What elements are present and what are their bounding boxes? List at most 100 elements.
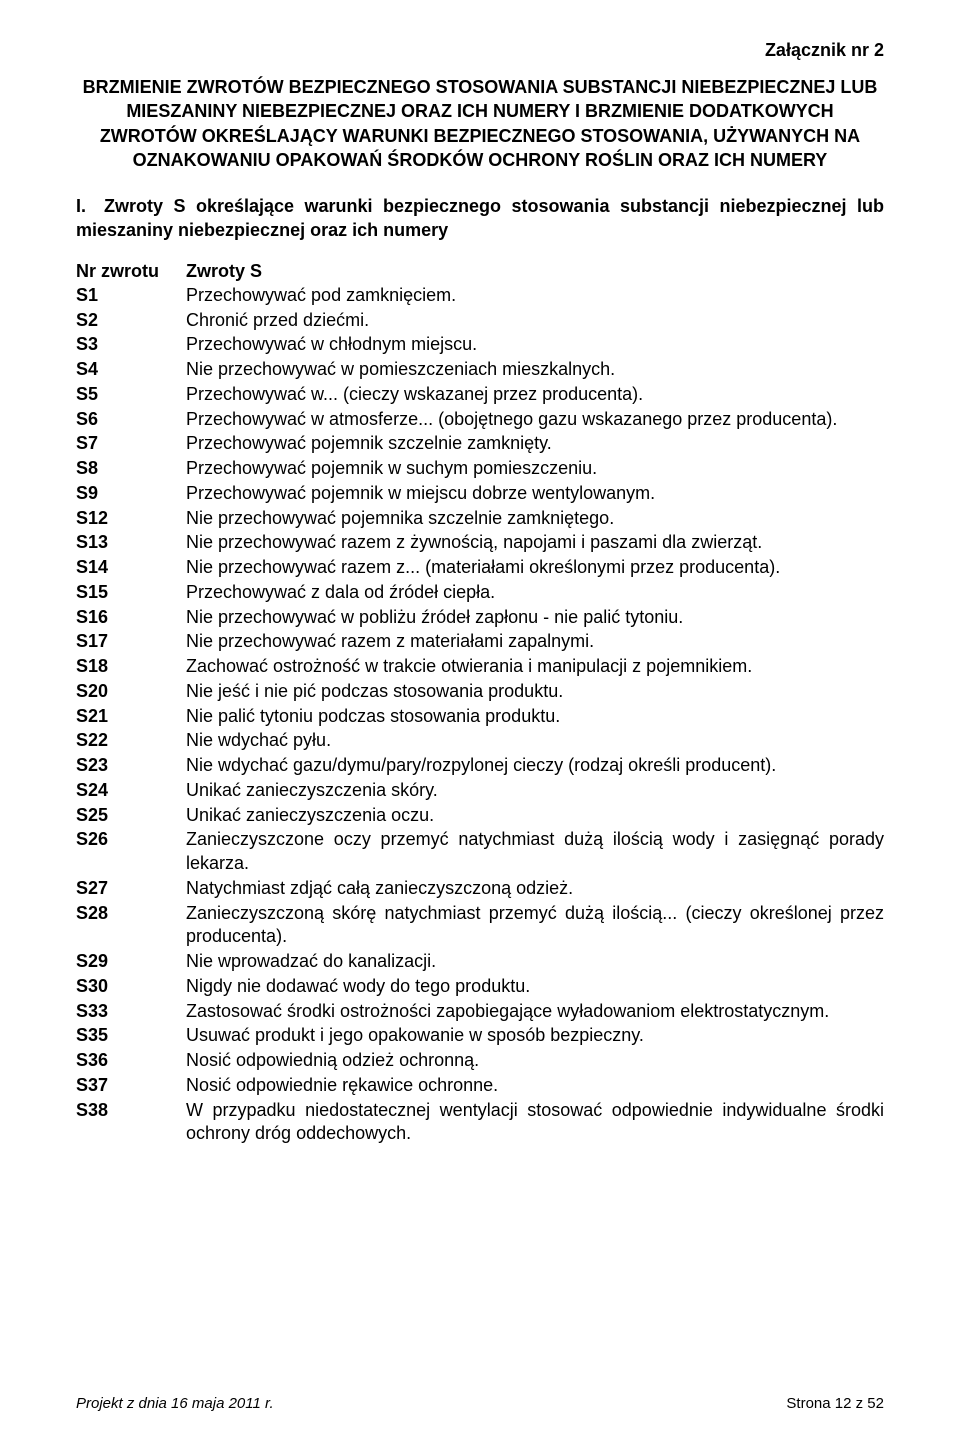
phrase-row: S2Chronić przed dziećmi. <box>76 309 884 333</box>
phrase-code: S6 <box>76 408 186 432</box>
phrase-description: Usuwać produkt i jego opakowanie w sposó… <box>186 1024 884 1048</box>
phrase-code: S5 <box>76 383 186 407</box>
phrase-code: S2 <box>76 309 186 333</box>
phrase-code: S3 <box>76 333 186 357</box>
phrase-code: S23 <box>76 754 186 778</box>
phrase-code: S4 <box>76 358 186 382</box>
phrase-description: Nie przechowywać razem z... (materiałami… <box>186 556 884 580</box>
phrase-row: S6Przechowywać w atmosferze... (obojętne… <box>76 408 884 432</box>
phrase-row: S28Zanieczyszczoną skórę natychmiast prz… <box>76 902 884 950</box>
phrase-code: S26 <box>76 828 186 876</box>
phrase-row: S12Nie przechowywać pojemnika szczelnie … <box>76 507 884 531</box>
phrase-row: S1Przechowywać pod zamknięciem. <box>76 284 884 308</box>
phrase-description: Nosić odpowiednie rękawice ochronne. <box>186 1074 884 1098</box>
phrase-row: S30Nigdy nie dodawać wody do tego produk… <box>76 975 884 999</box>
phrase-description: Zachować ostrożność w trakcie otwierania… <box>186 655 884 679</box>
phrase-description: Przechowywać pod zamknięciem. <box>186 284 884 308</box>
phrase-code: S13 <box>76 531 186 555</box>
phrase-row: S37Nosić odpowiednie rękawice ochronne. <box>76 1074 884 1098</box>
phrase-description: Przechowywać pojemnik w suchym pomieszcz… <box>186 457 884 481</box>
phrase-description: W przypadku niedostatecznej wentylacji s… <box>186 1099 884 1147</box>
phrase-description: Nie wdychać pyłu. <box>186 729 884 753</box>
phrase-description: Nosić odpowiednią odzież ochronną. <box>186 1049 884 1073</box>
phrase-description: Nie jeść i nie pić podczas stosowania pr… <box>186 680 884 704</box>
footer-right: Strona 12 z 52 <box>786 1395 884 1412</box>
phrase-code: S9 <box>76 482 186 506</box>
phrase-row: S5Przechowywać w... (cieczy wskazanej pr… <box>76 383 884 407</box>
phrase-row: S20Nie jeść i nie pić podczas stosowania… <box>76 680 884 704</box>
phrase-description: Zastosować środki ostrożności zapobiegaj… <box>186 1000 884 1024</box>
phrase-description: Nie przechowywać pojemnika szczelnie zam… <box>186 507 884 531</box>
phrase-row: S18Zachować ostrożność w trakcie otwiera… <box>76 655 884 679</box>
phrase-row: S15Przechowywać z dala od źródeł ciepła. <box>76 581 884 605</box>
phrase-code: S1 <box>76 284 186 308</box>
phrase-description: Nie przechowywać razem z żywnością, napo… <box>186 531 884 555</box>
phrase-description: Unikać zanieczyszczenia oczu. <box>186 804 884 828</box>
phrase-row: S36Nosić odpowiednią odzież ochronną. <box>76 1049 884 1073</box>
phrase-row: S27Natychmiast zdjąć całą zanieczyszczon… <box>76 877 884 901</box>
phrase-code: S18 <box>76 655 186 679</box>
phrase-description: Unikać zanieczyszczenia skóry. <box>186 779 884 803</box>
phrase-description: Nigdy nie dodawać wody do tego produktu. <box>186 975 884 999</box>
main-heading: BRZMIENIE ZWROTÓW BEZPIECZNEGO STOSOWANI… <box>76 75 884 172</box>
phrase-list: S1Przechowywać pod zamknięciem.S2Chronić… <box>76 284 884 1146</box>
phrase-row: S7Przechowywać pojemnik szczelnie zamkni… <box>76 432 884 456</box>
section-intro: I. Zwroty S określające warunki bezpiecz… <box>76 194 884 243</box>
phrase-row: S4Nie przechowywać w pomieszczeniach mie… <box>76 358 884 382</box>
phrase-code: S24 <box>76 779 186 803</box>
phrase-description: Przechowywać pojemnik w miejscu dobrze w… <box>186 482 884 506</box>
footer-left: Projekt z dnia 16 maja 2011 r. <box>76 1395 274 1412</box>
phrase-description: Nie przechowywać w pomieszczeniach miesz… <box>186 358 884 382</box>
phrase-description: Przechowywać w chłodnym miejscu. <box>186 333 884 357</box>
phrase-code: S22 <box>76 729 186 753</box>
phrase-description: Przechowywać pojemnik szczelnie zamknięt… <box>186 432 884 456</box>
phrase-row: S3Przechowywać w chłodnym miejscu. <box>76 333 884 357</box>
phrase-row: S33Zastosować środki ostrożności zapobie… <box>76 1000 884 1024</box>
phrase-code: S17 <box>76 630 186 654</box>
phrase-description: Nie wprowadzać do kanalizacji. <box>186 950 884 974</box>
phrase-code: S28 <box>76 902 186 950</box>
phrase-description: Przechowywać w... (cieczy wskazanej prze… <box>186 383 884 407</box>
phrase-description: Nie przechowywać razem z materiałami zap… <box>186 630 884 654</box>
phrase-code: S27 <box>76 877 186 901</box>
phrase-row: S17Nie przechowywać razem z materiałami … <box>76 630 884 654</box>
phrase-description: Przechowywać w atmosferze... (obojętnego… <box>186 408 884 432</box>
phrase-row: S24Unikać zanieczyszczenia skóry. <box>76 779 884 803</box>
phrase-description: Nie palić tytoniu podczas stosowania pro… <box>186 705 884 729</box>
phrase-description: Przechowywać z dala od źródeł ciepła. <box>186 581 884 605</box>
phrase-code: S16 <box>76 606 186 630</box>
phrase-row: S9Przechowywać pojemnik w miejscu dobrze… <box>76 482 884 506</box>
phrase-row: S13Nie przechowywać razem z żywnością, n… <box>76 531 884 555</box>
phrase-code: S25 <box>76 804 186 828</box>
phrase-code: S30 <box>76 975 186 999</box>
list-header-code: Nr zwrotu <box>76 261 186 282</box>
phrase-row: S22Nie wdychać pyłu. <box>76 729 884 753</box>
phrase-code: S12 <box>76 507 186 531</box>
phrase-row: S8Przechowywać pojemnik w suchym pomiesz… <box>76 457 884 481</box>
phrase-code: S29 <box>76 950 186 974</box>
phrase-code: S20 <box>76 680 186 704</box>
phrase-row: S35Usuwać produkt i jego opakowanie w sp… <box>76 1024 884 1048</box>
phrase-code: S8 <box>76 457 186 481</box>
phrase-code: S35 <box>76 1024 186 1048</box>
annex-label: Załącznik nr 2 <box>76 40 884 61</box>
phrase-code: S38 <box>76 1099 186 1147</box>
phrase-row: S29Nie wprowadzać do kanalizacji. <box>76 950 884 974</box>
phrase-description: Nie wdychać gazu/dymu/pary/rozpylonej ci… <box>186 754 884 778</box>
phrase-row: S16Nie przechowywać w pobliżu źródeł zap… <box>76 606 884 630</box>
phrase-row: S26Zanieczyszczone oczy przemyć natychmi… <box>76 828 884 876</box>
list-header-desc: Zwroty S <box>186 261 262 281</box>
phrase-description: Natychmiast zdjąć całą zanieczyszczoną o… <box>186 877 884 901</box>
phrase-row: S14Nie przechowywać razem z... (materiał… <box>76 556 884 580</box>
phrase-code: S21 <box>76 705 186 729</box>
document-page: Załącznik nr 2 BRZMIENIE ZWROTÓW BEZPIEC… <box>0 0 960 1438</box>
phrase-code: S37 <box>76 1074 186 1098</box>
phrase-code: S33 <box>76 1000 186 1024</box>
phrase-description: Chronić przed dziećmi. <box>186 309 884 333</box>
phrase-row: S21Nie palić tytoniu podczas stosowania … <box>76 705 884 729</box>
phrase-row: S25Unikać zanieczyszczenia oczu. <box>76 804 884 828</box>
phrase-code: S36 <box>76 1049 186 1073</box>
phrase-code: S15 <box>76 581 186 605</box>
list-header: Nr zwrotuZwroty S <box>76 261 884 282</box>
phrase-description: Zanieczyszczone oczy przemyć natychmiast… <box>186 828 884 876</box>
